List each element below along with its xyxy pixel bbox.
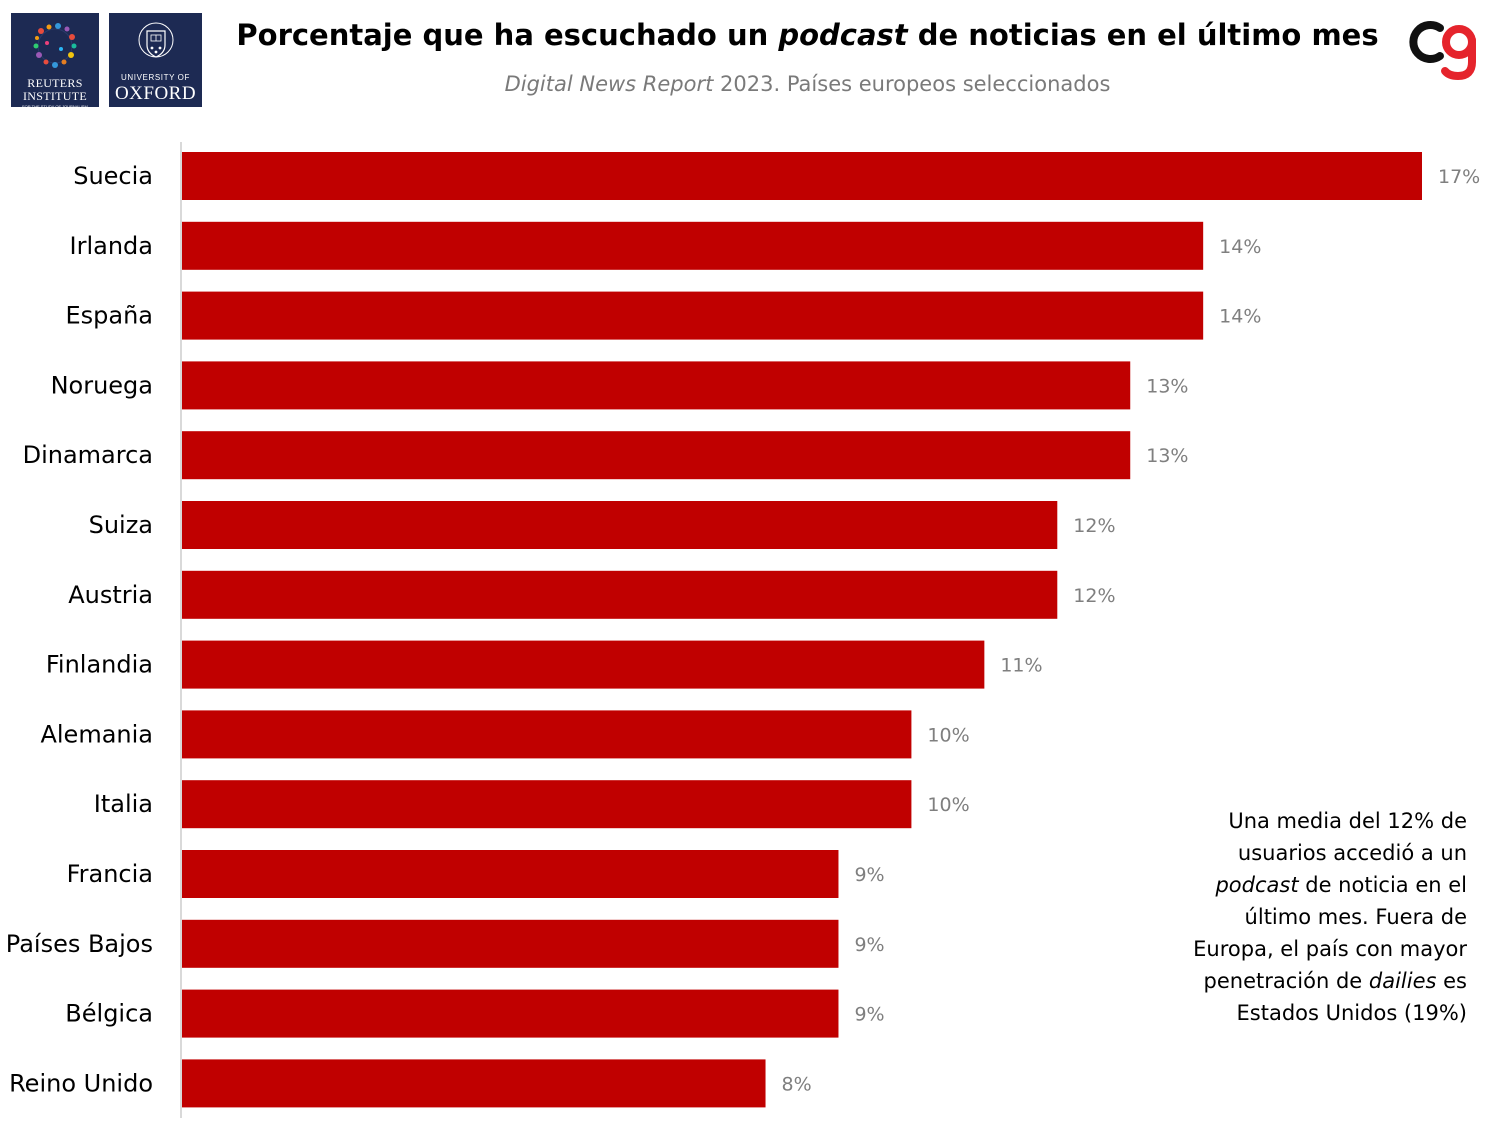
bar [182,780,911,828]
chart-subtitle: Digital News Report 2023. Países europeo… [210,72,1405,96]
reuters-logo-line2: INSTITUTE [11,90,99,103]
category-label: Dinamarca [23,441,153,469]
data-label: 14% [1219,306,1261,328]
bar [182,292,1203,340]
category-label: Suiza [89,511,153,539]
chart-subtitle-italic: Digital News Report [505,72,714,96]
chart-annotation: Una media del 12% de usuarios accedió a … [1180,805,1467,1029]
oxford-logo-line2: OXFORD [109,83,202,105]
chart-title-part1: Porcentaje que ha escuchado un [236,18,778,52]
chart-title-italic: podcast [778,18,907,52]
cg-logo-icon [1404,16,1482,82]
data-label: 10% [927,794,969,816]
data-label: 9% [854,864,884,886]
category-label: Italia [94,790,153,818]
annotation-italic1: podcast [1215,873,1298,897]
category-label: Suecia [73,162,153,190]
reuters-institute-logo: REUTERS INSTITUTE FOR THE STUDY OF JOURN… [11,13,99,107]
data-label: 9% [854,1004,884,1026]
data-label: 8% [782,1073,812,1095]
annotation-part1: Una media del 12% de usuarios accedió a … [1228,809,1467,865]
chart-subtitle-rest: 2023. Países europeos seleccionados [713,72,1110,96]
data-label: 12% [1073,515,1115,537]
data-label: 10% [927,724,969,746]
annotation-italic2: dailies [1369,969,1437,993]
category-label: España [65,302,153,330]
bar [182,641,984,689]
category-label: Reino Unido [9,1069,153,1097]
bar [182,501,1057,549]
data-label: 12% [1073,585,1115,607]
category-label: Bélgica [65,1000,153,1028]
data-label: 14% [1219,236,1261,258]
bar [182,571,1057,619]
category-label: Austria [68,581,153,609]
bar [182,710,911,758]
category-label: Finlandia [46,651,153,679]
chart-title: Porcentaje que ha escuchado un podcast d… [210,18,1405,52]
category-label: Irlanda [70,232,153,260]
reuters-dots-icon [11,13,99,77]
chart-title-part2: de noticias en el último mes [908,18,1379,52]
bar [182,920,838,968]
oxford-crest-icon [137,21,175,69]
bar [182,222,1203,270]
data-label: 9% [854,934,884,956]
data-label: 13% [1146,445,1188,467]
bar [182,990,838,1038]
oxford-logo-line1: UNIVERSITY OF [109,73,202,82]
data-label: 13% [1146,375,1188,397]
bar [182,361,1130,409]
bar [182,431,1130,479]
category-label: Alemania [40,720,153,748]
bar [182,1059,766,1107]
data-label: 11% [1000,655,1042,677]
category-label: Países Bajos [6,930,153,958]
category-label: Francia [67,860,153,888]
bar [182,850,838,898]
oxford-logo: UNIVERSITY OF OXFORD [109,13,202,107]
category-label: Noruega [51,371,153,399]
reuters-logo-line3: FOR THE STUDY OF JOURNALISM [11,105,99,109]
bar [182,152,1422,200]
data-label: 17% [1438,166,1480,188]
